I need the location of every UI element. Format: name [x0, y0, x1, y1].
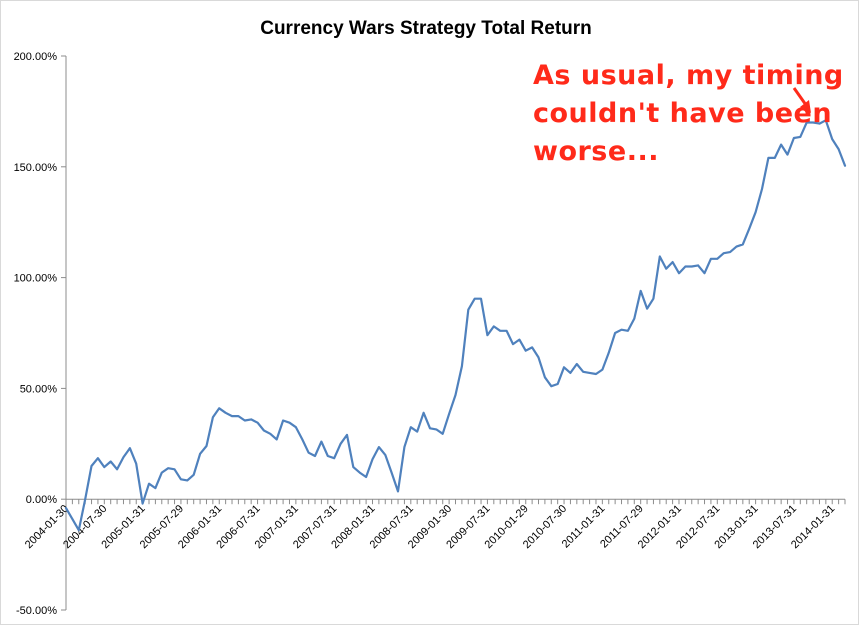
annotation-line-3: worse...: [533, 136, 659, 167]
y-tick-label: 150.00%: [14, 162, 58, 174]
chart-title: Currency Wars Strategy Total Return: [260, 18, 592, 39]
y-tick-label: 100.00%: [14, 273, 58, 285]
y-axis: 200.00% 150.00% 100.00% 50.00% 0.00% -50.00%: [14, 51, 67, 617]
y-tick-label: 0.00%: [26, 494, 57, 506]
y-tick-label: 200.00%: [14, 51, 58, 63]
annotation-line-2: couldn't have been: [533, 98, 832, 129]
annotation-line-1: As usual, my timing: [533, 60, 844, 91]
series-line: [64, 119, 847, 532]
annotation-arrow-icon: [792, 87, 811, 113]
y-tick-label: 50.00%: [20, 383, 58, 395]
annotation: As usual, my timing couldn't have been w…: [533, 60, 844, 167]
y-tick-label: -50.00%: [16, 605, 57, 617]
plot-area: [64, 119, 847, 532]
x-axis: 2004-01-302004-07-302005-01-312005-07-29…: [23, 498, 846, 551]
